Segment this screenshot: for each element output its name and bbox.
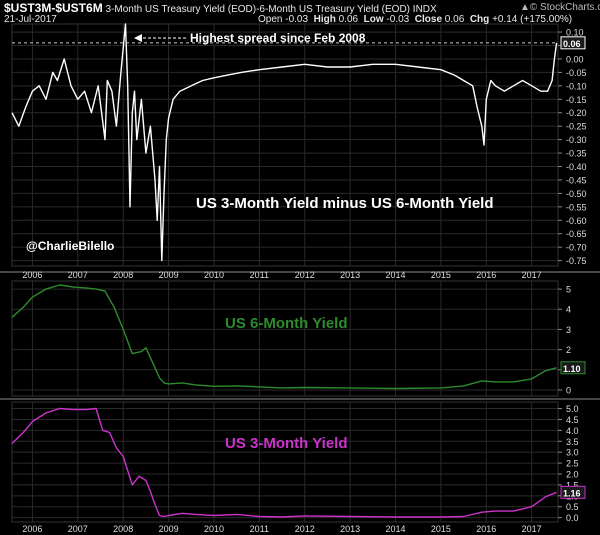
chart-header: $UST3M-$UST6M 3-Month US Treasury Yield …	[4, 1, 437, 15]
x-tick-label: 2009	[159, 270, 179, 280]
x-tick-label: 2016	[476, 270, 496, 280]
x-tick-label: 2013	[340, 524, 360, 534]
y-tick-label: 0.5	[566, 502, 579, 512]
x-tick-label: 2010	[204, 524, 224, 534]
x-tick-label: 2017	[522, 270, 542, 280]
y-tick-label: 4.0	[566, 426, 579, 436]
y-tick-label: 3.5	[566, 437, 579, 447]
y-tick-label: -0.35	[566, 149, 587, 159]
three-month-panel: 5.04.54.03.53.02.52.01.51.00.50.01.16US …	[11, 401, 586, 523]
watermark-text: © StockCharts.com	[529, 2, 600, 13]
ohlc-stats: Open -0.03 High 0.06 Low -0.03 Close 0.0…	[258, 14, 572, 25]
y-tick-label: 0.10	[566, 28, 584, 38]
x-tick-label: 2014	[386, 270, 406, 280]
panel-frame	[11, 23, 559, 267]
x-tick-label: 2008	[113, 524, 133, 534]
panel-frame	[11, 280, 559, 397]
spread-title: US 3-Month Yield minus US 6-Month Yield	[196, 195, 494, 212]
y-tick-label: 0	[566, 385, 571, 395]
low-value: -0.03	[386, 14, 410, 25]
x-tick-label: 2007	[68, 524, 88, 534]
y-tick-label: -0.50	[566, 189, 587, 199]
y-tick-label: -0.55	[566, 202, 587, 212]
y-tick-label: 2	[566, 345, 571, 355]
y-tick-label: 2.0	[566, 470, 579, 480]
x-tick-label: 2014	[386, 524, 406, 534]
y-tick-label: -0.05	[566, 68, 587, 78]
y-tick-label: -0.65	[566, 229, 587, 239]
spread-panel: 0.100.050.00-0.05-0.10-0.15-0.20-0.25-0.…	[11, 23, 587, 267]
y-tick-label: -0.60	[566, 216, 587, 226]
credit-label: @CharlieBilello	[26, 239, 114, 253]
chg-label: Chg	[469, 14, 490, 25]
y-tick-label: 3	[566, 325, 571, 335]
y-tick-label: 5	[566, 285, 571, 295]
annotation-arrowhead	[134, 34, 142, 42]
close-value: 0.06	[444, 14, 465, 25]
last-value-label: 1.10	[563, 364, 581, 374]
y-tick-label: -0.30	[566, 135, 587, 145]
exchange-label: INDX	[412, 4, 437, 15]
y-tick-label: -0.20	[566, 108, 587, 118]
annotation-text: Highest spread since Feb 2008	[190, 31, 366, 45]
x-tick-label: 2010	[204, 270, 224, 280]
x-tick-label: 2015	[431, 270, 451, 280]
x-tick-label: 2011	[250, 524, 269, 534]
high-value: 0.06	[338, 14, 359, 25]
y-tick-label: 4.5	[566, 415, 579, 425]
x-tick-label: 2006	[22, 524, 42, 534]
y-tick-label: -0.45	[566, 175, 587, 185]
y-tick-label: -0.15	[566, 95, 587, 105]
y-tick-label: 1.5	[566, 480, 579, 490]
x-tick-label: 2008	[113, 270, 133, 280]
y-tick-label: -0.25	[566, 122, 587, 132]
watermark-icon: ▲	[520, 2, 530, 13]
x-tick-label: 2012	[295, 270, 315, 280]
last-value-label: 0.06	[563, 39, 581, 49]
open-label: Open	[258, 14, 283, 25]
six-month-series-line	[11, 284, 557, 390]
last-value-box	[560, 36, 586, 50]
three-month-series-line	[11, 407, 557, 518]
last-value-box	[560, 361, 586, 375]
watermark: ▲© StockCharts.com	[520, 2, 600, 13]
x-axis: 2006 2006 2007 2007 2008 2008 2009 2009 2010 2010…	[0, 270, 600, 534]
last-value-box	[560, 485, 586, 499]
x-tick-label: 2011	[250, 270, 269, 280]
three-month-title: US 3-Month Yield	[225, 435, 348, 452]
x-tick-label: 2013	[340, 270, 360, 280]
high-label: High	[313, 14, 336, 25]
y-tick-label: -0.75	[566, 256, 587, 266]
spread-series-line	[11, 23, 558, 262]
low-label: Low	[363, 14, 384, 25]
x-tick-label: 2006	[22, 270, 42, 280]
x-tick-label: 2017	[522, 524, 542, 534]
description-label: 3-Month US Treasury Yield (EOD)-6-Month …	[105, 4, 411, 15]
x-tick-label: 2015	[431, 524, 451, 534]
x-tick-label: 2009	[159, 524, 179, 534]
close-label: Close	[414, 14, 443, 25]
y-tick-label: 5.0	[566, 404, 579, 414]
y-tick-label: 4	[566, 305, 571, 315]
y-tick-label: 2.5	[566, 459, 579, 469]
chart-date: 21-Jul-2017	[4, 14, 57, 25]
y-tick-label: 3.0	[566, 448, 579, 458]
x-tick-label: 2012	[295, 524, 315, 534]
x-tick-label: 2007	[68, 270, 88, 280]
symbol-label: $UST3M-$UST6M	[4, 1, 103, 15]
y-tick-label: -0.40	[566, 162, 587, 172]
y-tick-label: -0.70	[566, 243, 587, 253]
panel-frame	[11, 401, 559, 523]
y-tick-label: -0.10	[566, 81, 587, 91]
open-value: -0.03	[285, 14, 309, 25]
x-tick-label: 2016	[476, 524, 496, 534]
y-tick-label: 0.00	[566, 54, 584, 64]
chg-value: +0.14 (+175.00%)	[492, 14, 573, 25]
last-value-label: 1.16	[563, 488, 581, 498]
y-tick-label: 0.0	[566, 513, 579, 523]
six-month-title: US 6-Month Yield	[225, 315, 348, 332]
